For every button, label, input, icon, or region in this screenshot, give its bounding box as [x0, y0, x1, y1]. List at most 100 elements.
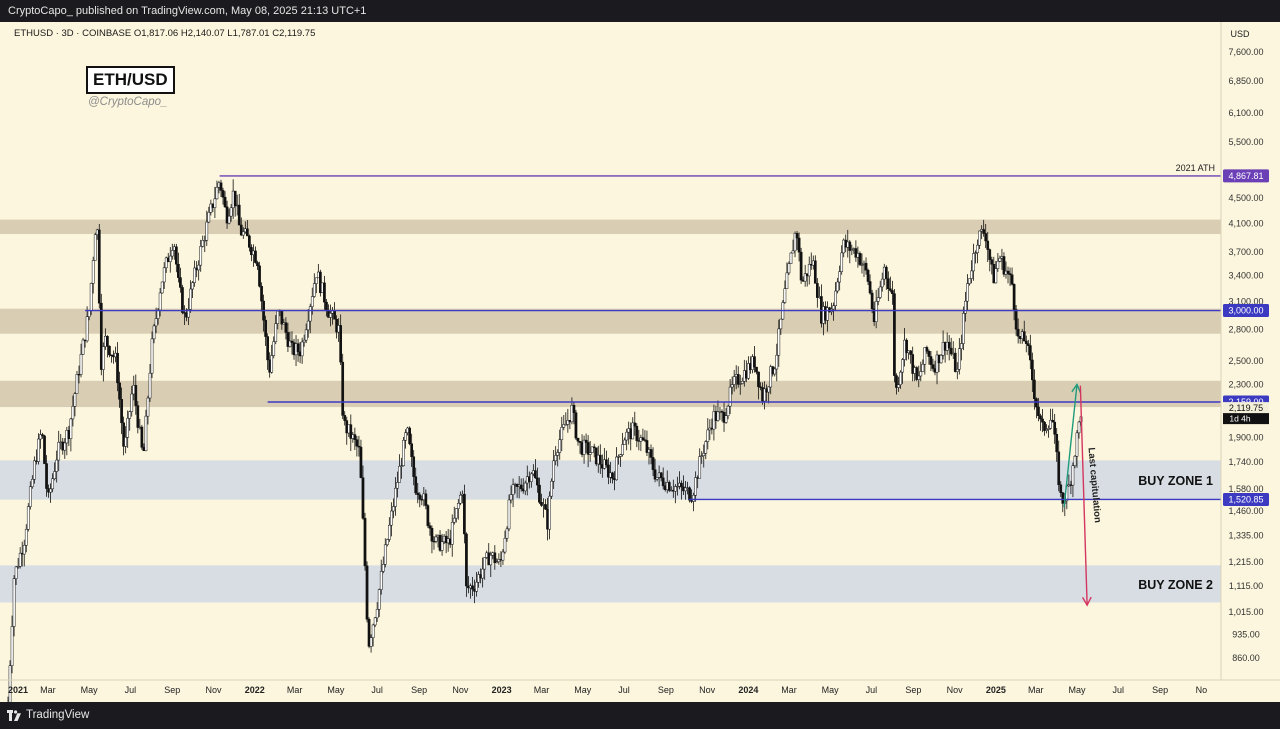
candle-body — [33, 460, 36, 480]
price-tick-label: 1,015.00 — [1228, 607, 1263, 617]
candle-body — [481, 568, 485, 579]
candle-body — [921, 363, 925, 372]
candle-body — [402, 439, 405, 466]
candle-body — [775, 354, 779, 370]
candle-body — [450, 521, 454, 545]
price-tick-label: 4,100.00 — [1228, 219, 1263, 229]
candle-body — [75, 374, 79, 394]
publish-info-bar: CryptoCapo_ published on TradingView.com… — [0, 0, 1280, 22]
candle-body — [566, 420, 570, 425]
candle-body — [1071, 465, 1075, 486]
symbol-ohlc-legend[interactable]: ETHUSD · 3D · COINBASE O1,817.06 H2,140.… — [14, 28, 316, 39]
time-tick-label: Sep — [1152, 685, 1168, 695]
candle-body — [349, 424, 353, 439]
candle-body — [960, 343, 963, 350]
candle-body — [755, 366, 758, 373]
candle-body — [343, 415, 347, 421]
time-tick-label: Mar — [40, 685, 56, 695]
candle-body — [769, 366, 773, 388]
ticker-title-box: ETH/USD — [86, 66, 175, 94]
candle-body — [1059, 484, 1063, 493]
candle-body — [221, 190, 225, 198]
candle-body — [592, 446, 596, 448]
candle-body — [302, 339, 306, 343]
candle-body — [803, 273, 807, 282]
candle-body — [560, 427, 564, 441]
candle-body — [550, 480, 553, 497]
candle-body — [87, 310, 91, 317]
candle-body — [726, 405, 730, 416]
candle-body — [676, 485, 679, 488]
candle-body — [1028, 345, 1032, 361]
candle-body — [1037, 406, 1040, 416]
candle-body — [471, 585, 474, 590]
candle-body — [290, 340, 294, 343]
candle-body — [383, 544, 387, 565]
candle-body — [1053, 421, 1057, 435]
candle-body — [692, 494, 695, 502]
candle-body — [986, 240, 990, 250]
time-tick-label: Nov — [452, 685, 469, 695]
candle-body — [1010, 274, 1014, 285]
candle-body — [156, 309, 160, 319]
candle-body — [674, 486, 677, 492]
candle-body — [631, 422, 635, 440]
candle-body — [621, 444, 624, 455]
candle-body — [207, 212, 211, 223]
axis-currency-label: USD — [1230, 29, 1250, 39]
candle-body — [998, 257, 1002, 262]
candle-body — [667, 482, 671, 491]
candle-body — [953, 352, 957, 372]
candle-body — [988, 249, 992, 260]
candle-body — [73, 393, 77, 407]
candle-body — [576, 437, 580, 442]
chart-area[interactable]: 2021 ATH Last capitulation BUY ZONE 1 BUY Z… — [0, 22, 1280, 711]
tradingview-logo-icon — [7, 710, 21, 721]
candle-body — [779, 318, 783, 330]
time-tick-label: 2021 — [8, 685, 28, 695]
candle-body — [886, 278, 890, 290]
candle-body — [911, 354, 915, 374]
candle-body — [53, 471, 57, 480]
price-tick-label: 7,600.00 — [1228, 47, 1263, 57]
candle-body — [126, 418, 130, 438]
candle-body — [1061, 492, 1065, 504]
candle-body — [85, 316, 89, 342]
candle-body — [162, 267, 166, 283]
arrow-head — [1081, 596, 1092, 607]
candle-body — [507, 499, 511, 530]
candle-body — [24, 529, 28, 546]
candle-body — [503, 538, 507, 553]
candle-body — [296, 343, 300, 353]
candle-body — [122, 422, 125, 447]
time-tick-label: 2023 — [492, 685, 512, 695]
candle-body — [272, 341, 276, 356]
candle-body — [26, 506, 30, 530]
author-handle: @CryptoCapo_ — [88, 96, 168, 108]
price-tick-label: 2,500.00 — [1228, 356, 1263, 366]
candle-body — [651, 457, 655, 470]
resistance-band — [0, 380, 1221, 408]
candle-body — [615, 456, 618, 481]
time-tick-label: May — [81, 685, 99, 695]
candle-body — [254, 250, 257, 263]
candle-body — [150, 338, 154, 374]
candle-body — [582, 439, 586, 455]
buy-zone-band — [0, 565, 1221, 603]
candle-body — [387, 524, 391, 540]
price-tick-label: 1,335.00 — [1228, 531, 1263, 541]
candle-body — [120, 399, 123, 424]
candle-body — [1016, 328, 1020, 337]
candle-body — [757, 371, 760, 388]
candle-body — [793, 233, 797, 252]
price-tick-label: 6,100.00 — [1228, 108, 1263, 118]
price-tick-label: 1,215.00 — [1228, 557, 1263, 567]
candle-body — [1006, 270, 1010, 274]
time-tick-label: 2025 — [986, 685, 1006, 695]
candle-body — [158, 292, 162, 311]
candle-body — [205, 221, 209, 241]
candle-body — [538, 484, 541, 503]
candle-body — [325, 301, 328, 311]
candle-body — [732, 376, 736, 385]
